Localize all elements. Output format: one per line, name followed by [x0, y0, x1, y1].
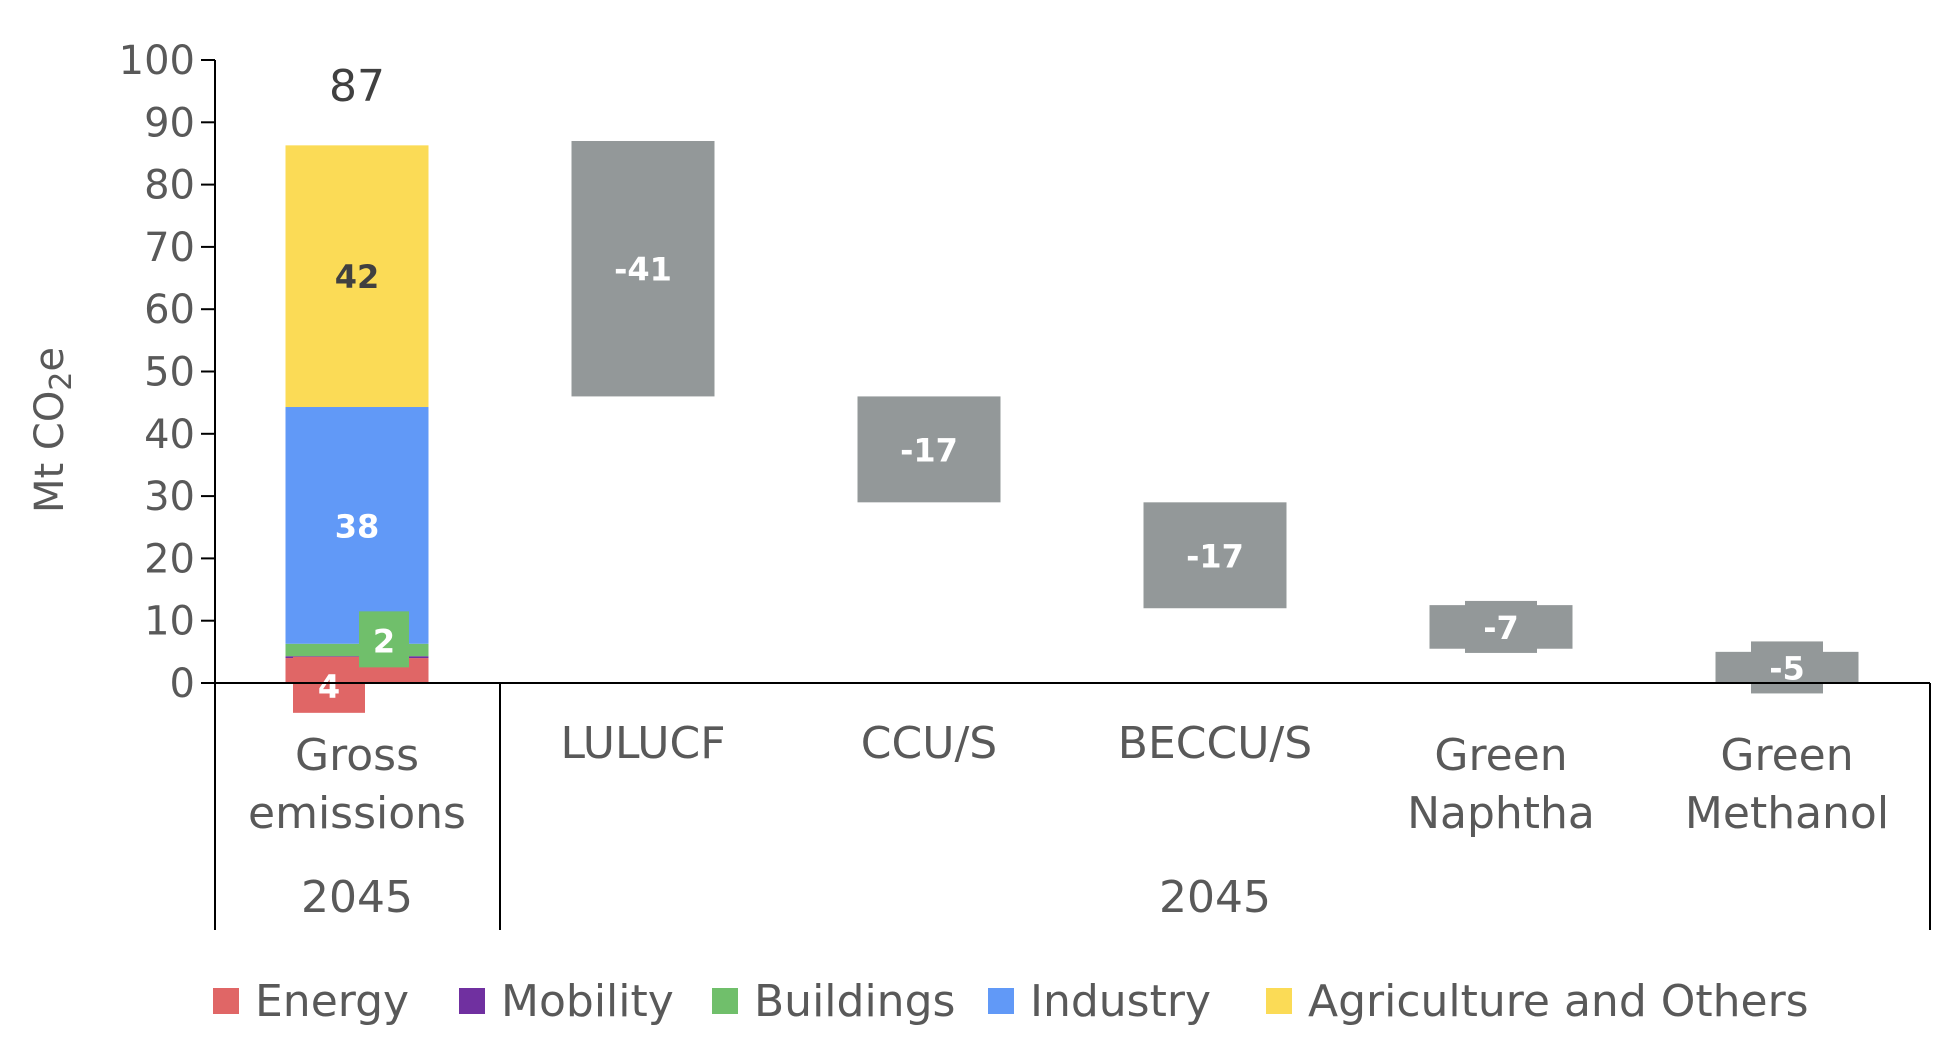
- data-label-box: [1751, 641, 1823, 694]
- removal-bar: [571, 140, 715, 397]
- data-label-box: [1465, 600, 1537, 653]
- data-label-removal: -41: [614, 251, 672, 289]
- category-label: CCU/S: [861, 718, 997, 769]
- legend-label: Mobility: [501, 976, 674, 1027]
- legend-swatch: [988, 988, 1014, 1014]
- y-tick-label: 70: [144, 225, 195, 271]
- y-tick-label: 0: [170, 661, 195, 707]
- legend-swatch: [1266, 988, 1292, 1014]
- group-label: 2045: [301, 872, 413, 923]
- legend-swatch: [459, 988, 485, 1014]
- group-label: 2045: [1159, 872, 1271, 923]
- x-axis: Gross emissions LULUCF CCU/S BECCU/S Green Nap…: [214, 682, 1931, 930]
- legend-swatch: [712, 988, 738, 1014]
- data-label-buildings: 2: [373, 622, 395, 660]
- y-tick-label: 20: [144, 536, 195, 582]
- y-tick-label: 50: [144, 350, 195, 396]
- legend: Energy Mobility Buildings Industry Agricultu…: [213, 976, 1809, 1027]
- y-tick-label: 90: [144, 100, 195, 146]
- category-label: Green Naphtha: [1407, 730, 1595, 839]
- category-label: LULUCF: [560, 718, 725, 769]
- legend-label: Agriculture and Others: [1308, 976, 1809, 1027]
- y-tick-label: 30: [144, 474, 195, 520]
- data-label-removal: -7: [1483, 609, 1519, 647]
- data-label-box-buildings: [359, 611, 409, 668]
- y-axis: 0 10 20 30 40 50 60 70 80 90 100: [119, 38, 216, 707]
- bar-segment-agriculture-and-others: [285, 145, 429, 408]
- removal-bar: [857, 396, 1001, 503]
- category-label: Green Methanol: [1685, 730, 1889, 839]
- data-label-box-energy: [293, 656, 365, 713]
- legend-label: Industry: [1030, 976, 1211, 1027]
- data-label-industry: 38: [335, 507, 380, 545]
- y-axis-title: Mt CO2e: [27, 347, 79, 513]
- y-tick-label: 10: [144, 599, 195, 645]
- legend-label: Buildings: [754, 976, 955, 1027]
- removal-bar: [1143, 502, 1287, 609]
- legend-swatch: [213, 988, 239, 1014]
- data-label-energy: 4: [318, 668, 340, 706]
- category-label: BECCU/S: [1118, 718, 1312, 769]
- bar-segment-industry: [285, 407, 429, 644]
- y-tick-label: 60: [144, 287, 195, 333]
- data-label-removal: -5: [1769, 649, 1805, 687]
- data-label-agriculture-and-others: 42: [335, 258, 380, 296]
- bars: 42 38 42 87 -41 -17 -17 -7 -5: [285, 61, 1859, 713]
- y-tick-label: 100: [119, 38, 195, 84]
- category-label-gross-emissions: Gross emissions: [248, 730, 466, 839]
- y-tick-label: 80: [144, 163, 195, 209]
- data-label-removal: -17: [1186, 537, 1244, 575]
- data-label-removal: -17: [900, 431, 958, 469]
- legend-label: Energy: [255, 976, 409, 1027]
- total-label: 87: [329, 61, 385, 112]
- y-tick-label: 40: [144, 412, 195, 458]
